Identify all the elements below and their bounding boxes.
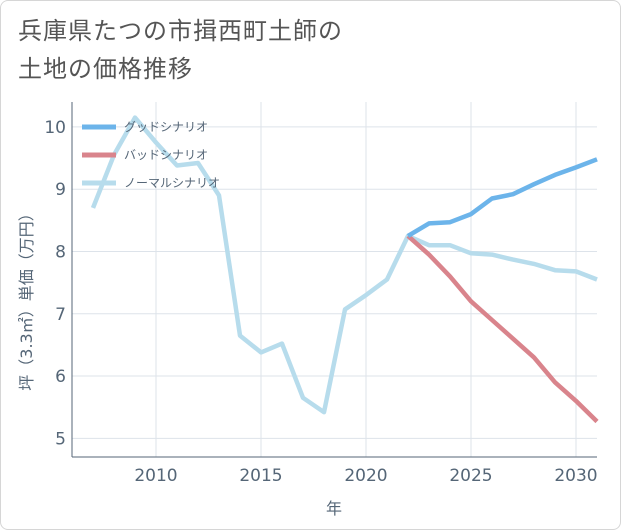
axes — [71, 102, 597, 458]
y-tick-label-6: 6 — [55, 367, 66, 387]
chart-title: 兵庫県たつの市揖西町土師の 土地の価格推移 — [18, 12, 578, 88]
legend-label-bad: バッドシナリオ — [124, 148, 208, 162]
x-tick-label-2015: 2015 — [239, 466, 282, 486]
grid-lines — [72, 102, 597, 457]
title-line-1: 兵庫県たつの市揖西町土師の — [18, 17, 343, 45]
tick-labels: 2010 2015 2020 2025 2030 5 6 7 8 9 10 — [44, 118, 597, 486]
y-tick-label-5: 5 — [55, 429, 66, 449]
series-line-normal — [90, 115, 598, 415]
title-line-2: 土地の価格推移 — [18, 55, 193, 83]
legend-label-good: グッドシナリオ — [124, 120, 208, 134]
series-line-good — [406, 157, 598, 238]
x-tick-label-2025: 2025 — [449, 466, 492, 486]
y-tick-label-10: 10 — [44, 118, 66, 138]
x-tick-label-2030: 2030 — [554, 466, 597, 486]
legend-label-normal: ノーマルシナリオ — [124, 176, 220, 190]
x-tick-label-2020: 2020 — [344, 466, 387, 486]
y-axis-label: 坪（3.3㎡）単価（万円） — [17, 205, 36, 390]
x-tick-label-2010: 2010 — [134, 466, 177, 486]
y-tick-label-7: 7 — [55, 305, 66, 325]
y-tick-label-8: 8 — [55, 242, 66, 262]
y-tick-label-9: 9 — [55, 180, 66, 200]
series-line-bad — [406, 234, 599, 424]
x-axis-label: 年 — [326, 499, 342, 518]
series-lines — [90, 115, 599, 424]
